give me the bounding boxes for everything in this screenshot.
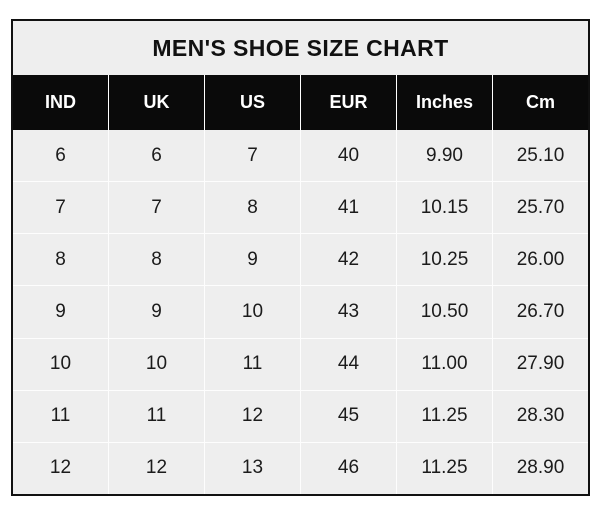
cell-us: 10	[205, 286, 301, 338]
cell-ind: 6	[13, 130, 109, 182]
table-row: 10 10 11 44 11.00 27.90	[13, 338, 588, 391]
column-header-cm: Cm	[493, 75, 588, 130]
cell-cm: 28.30	[493, 390, 588, 442]
cell-eur: 44	[301, 338, 397, 390]
cell-uk: 8	[109, 234, 205, 286]
cell-ind: 8	[13, 234, 109, 286]
table-row: 12 12 13 46 11.25 28.90	[13, 442, 588, 494]
cell-eur: 40	[301, 130, 397, 182]
column-header-us: US	[205, 75, 301, 130]
cell-ind: 12	[13, 442, 109, 494]
cell-eur: 42	[301, 234, 397, 286]
cell-cm: 25.70	[493, 182, 588, 234]
page-title: MEN'S SHOE SIZE CHART	[13, 21, 588, 75]
cell-uk: 7	[109, 182, 205, 234]
cell-cm: 27.90	[493, 338, 588, 390]
table-row: 6 6 7 40 9.90 25.10	[13, 130, 588, 183]
cell-uk: 11	[109, 390, 205, 442]
cell-ind: 10	[13, 338, 109, 390]
cell-ind: 11	[13, 390, 109, 442]
cell-us: 12	[205, 390, 301, 442]
column-header-inches: Inches	[397, 75, 493, 130]
cell-cm: 26.00	[493, 234, 588, 286]
column-header-ind: IND	[13, 75, 109, 130]
cell-inches: 9.90	[397, 130, 493, 182]
table-row: 9 9 10 43 10.50 26.70	[13, 286, 588, 339]
cell-uk: 9	[109, 286, 205, 338]
cell-inches: 10.50	[397, 286, 493, 338]
cell-eur: 41	[301, 182, 397, 234]
column-header-uk: UK	[109, 75, 205, 130]
cell-us: 8	[205, 182, 301, 234]
size-chart-table: MEN'S SHOE SIZE CHART IND UK US EUR Inch…	[11, 19, 590, 496]
cell-inches: 11.00	[397, 338, 493, 390]
table-row: 8 8 9 42 10.25 26.00	[13, 234, 588, 287]
cell-inches: 10.15	[397, 182, 493, 234]
cell-uk: 12	[109, 442, 205, 494]
cell-inches: 11.25	[397, 390, 493, 442]
cell-us: 9	[205, 234, 301, 286]
table-row: 11 11 12 45 11.25 28.30	[13, 390, 588, 443]
table-header-row: IND UK US EUR Inches Cm	[13, 75, 588, 130]
cell-eur: 43	[301, 286, 397, 338]
table-row: 7 7 8 41 10.15 25.70	[13, 182, 588, 235]
cell-cm: 28.90	[493, 442, 588, 494]
cell-inches: 11.25	[397, 442, 493, 494]
cell-eur: 46	[301, 442, 397, 494]
cell-cm: 25.10	[493, 130, 588, 182]
cell-us: 13	[205, 442, 301, 494]
cell-inches: 10.25	[397, 234, 493, 286]
cell-ind: 7	[13, 182, 109, 234]
cell-us: 11	[205, 338, 301, 390]
column-header-eur: EUR	[301, 75, 397, 130]
cell-us: 7	[205, 130, 301, 182]
cell-cm: 26.70	[493, 286, 588, 338]
cell-uk: 10	[109, 338, 205, 390]
cell-eur: 45	[301, 390, 397, 442]
cell-ind: 9	[13, 286, 109, 338]
cell-uk: 6	[109, 130, 205, 182]
table-body: 6 6 7 40 9.90 25.10 7 7 8 41 10.15 25.70…	[13, 130, 588, 494]
